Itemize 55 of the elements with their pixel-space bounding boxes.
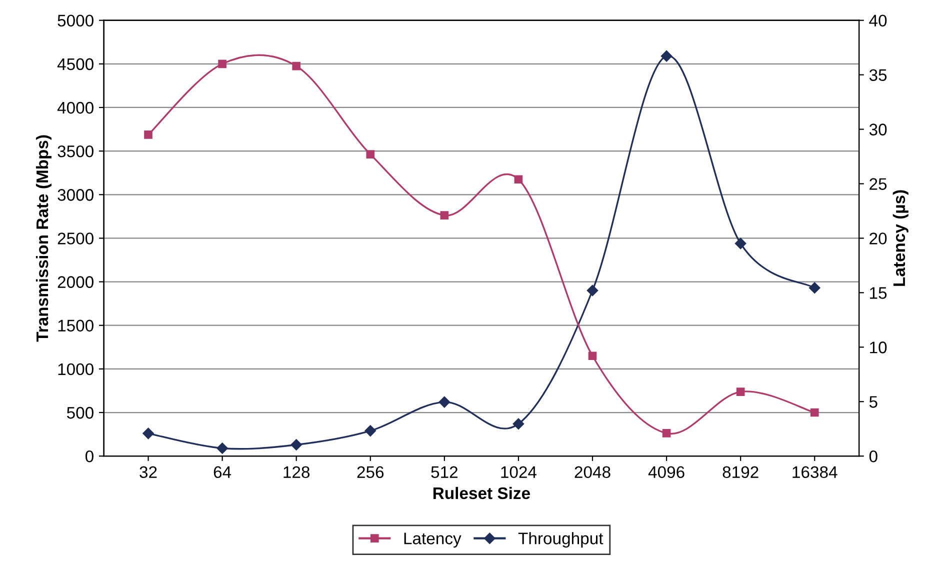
point	[660, 50, 672, 62]
point	[514, 175, 523, 184]
x-tick-label: 128	[284, 466, 310, 478]
point	[586, 284, 598, 296]
point	[364, 425, 376, 436]
y2-axis-title: Latency (µs)	[892, 190, 908, 286]
x-tick-label: 256	[357, 466, 384, 478]
point	[438, 396, 450, 408]
point	[512, 418, 524, 430]
x-axis-title: Ruleset Size	[433, 486, 530, 500]
point	[142, 428, 154, 440]
point	[366, 150, 375, 158]
point	[662, 429, 671, 438]
point	[144, 130, 152, 139]
point	[809, 282, 820, 294]
y-tick-label: 2500	[58, 232, 94, 244]
point	[292, 62, 301, 70]
y2-tick-label: 30	[869, 124, 887, 136]
point	[216, 442, 228, 454]
point	[810, 408, 819, 417]
point	[588, 352, 597, 360]
point	[734, 238, 746, 250]
point	[218, 60, 226, 68]
y-tick-label: 4500	[57, 58, 94, 70]
point	[736, 388, 745, 396]
x-tick-label: 512	[431, 466, 458, 478]
y-tick-label: 500	[66, 406, 94, 419]
y-tick-label: 1000	[58, 363, 94, 376]
y-tick-label: 1500	[58, 320, 94, 332]
legend-label: Latency	[404, 532, 462, 548]
y-tick-label: 0	[86, 450, 94, 462]
y-tick-label: 2000	[58, 276, 94, 288]
x-tick-label: 32	[140, 466, 157, 478]
x-tick-label: 64	[214, 466, 232, 478]
y-tick-label: 4000	[57, 102, 94, 114]
y2-tick-label: 0	[869, 450, 878, 462]
point	[290, 439, 302, 450]
x-tick-label: 4096	[648, 466, 684, 478]
point	[440, 211, 449, 220]
y2-tick-label: 40	[869, 14, 887, 27]
x-tick-label: 16384	[792, 466, 838, 478]
y2-tick-label: 25	[870, 178, 887, 190]
y-tick-label: 3500	[58, 145, 94, 158]
y2-tick-label: 15	[870, 287, 887, 299]
y-axis-title: Transmission Rate (Mbps)	[36, 135, 52, 342]
legend-label: Throughput	[518, 532, 604, 548]
y-tick-label: 3000	[58, 189, 94, 201]
x-tick-label: 2048	[574, 466, 610, 478]
y2-tick-label: 35	[869, 69, 887, 82]
x-tick-label: 1024	[501, 466, 537, 478]
y2-tick-label: 20	[870, 232, 887, 244]
y2-tick-label: 5	[869, 396, 878, 408]
x-tick-label: 8192	[722, 466, 758, 478]
y2-tick-label: 10	[870, 342, 887, 354]
y-tick-label: 5000	[58, 14, 94, 27]
